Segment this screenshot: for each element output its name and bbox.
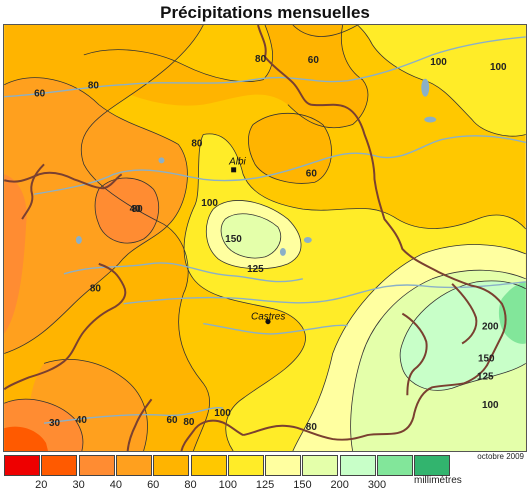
contour-label: 100 bbox=[482, 400, 499, 411]
contour-label: 80 bbox=[132, 204, 144, 215]
contour-label: 80 bbox=[183, 417, 195, 428]
legend-swatch bbox=[4, 455, 40, 476]
band-300 bbox=[498, 281, 526, 344]
contour-label: 60 bbox=[34, 89, 46, 100]
lakes bbox=[75, 78, 437, 256]
borders bbox=[4, 25, 507, 451]
legend-level-label: 60 bbox=[147, 479, 160, 491]
legend-swatch bbox=[414, 455, 451, 476]
contour-label: 40 bbox=[130, 204, 142, 215]
band-60-80-northeast bbox=[296, 32, 333, 81]
contour-label: 80 bbox=[255, 54, 267, 65]
contour-label: 80 bbox=[90, 284, 102, 295]
contour-label: 80 bbox=[88, 81, 100, 92]
contour-label: 60 bbox=[306, 168, 318, 179]
legend-swatch bbox=[377, 455, 413, 476]
legend-level-label: 40 bbox=[109, 479, 123, 491]
band-30-40 bbox=[95, 178, 159, 244]
legend-level-label: 100 bbox=[218, 479, 237, 491]
contour-label: 40 bbox=[76, 415, 88, 426]
color-legend: 20 30 40 60 80 100 125 150 200 300 millimètres bbox=[4, 455, 524, 495]
contour-label: 200 bbox=[482, 322, 499, 333]
band-200-300 bbox=[400, 280, 526, 391]
date-note: octobre 2009 bbox=[477, 452, 524, 461]
band-20-30 bbox=[4, 426, 49, 451]
legend-level-label: 30 bbox=[72, 479, 85, 491]
legend-level-label: 200 bbox=[330, 479, 349, 491]
contour-label: 100 bbox=[214, 408, 231, 419]
contour-label: 125 bbox=[247, 264, 264, 275]
contour-label: 150 bbox=[225, 234, 242, 245]
legend-level-label: 125 bbox=[255, 479, 275, 491]
contour-label: 60 bbox=[166, 415, 178, 426]
legend-swatch bbox=[302, 455, 339, 476]
legend-swatch bbox=[115, 455, 152, 476]
legend-swatch bbox=[190, 455, 227, 476]
city-albi: Albi bbox=[228, 156, 247, 173]
legend-swatch bbox=[41, 455, 78, 476]
contour-label: 60 bbox=[308, 55, 320, 66]
castres-label: Castres bbox=[251, 312, 285, 323]
contour-label: 125 bbox=[477, 371, 494, 382]
contour-labels: 60 80 60 80 60 100 100 80 80 40 80 100 1… bbox=[34, 54, 507, 433]
band-30-40-sw bbox=[4, 174, 27, 334]
city-castres: Castres bbox=[251, 312, 285, 325]
contour-label: 30 bbox=[49, 418, 61, 429]
legend-level-label: 20 bbox=[35, 479, 48, 491]
contour-label: 150 bbox=[478, 353, 495, 364]
legend-swatch bbox=[78, 455, 115, 476]
legend-swatch bbox=[265, 455, 302, 476]
legend-swatch bbox=[227, 455, 264, 476]
castres-circle-marker bbox=[265, 319, 271, 325]
band-60-80-north bbox=[80, 25, 368, 128]
albi-label: Albi bbox=[228, 156, 246, 167]
legend-level-label: 300 bbox=[367, 479, 387, 491]
legend-level-label: 80 bbox=[184, 479, 197, 491]
band-100-125-north bbox=[292, 25, 526, 137]
contour-label: 100 bbox=[201, 198, 218, 209]
precipitation-map: 60 80 60 80 60 100 100 80 80 40 80 100 1… bbox=[3, 24, 527, 452]
contour-label: 100 bbox=[490, 62, 507, 73]
contour-label: 80 bbox=[306, 422, 318, 433]
band-60-80-center bbox=[248, 113, 332, 184]
contour-label: 100 bbox=[430, 57, 447, 68]
albi-square-marker bbox=[231, 167, 237, 173]
legend-unit: millimètres bbox=[414, 475, 462, 486]
map-title: Précipitations mensuelles bbox=[160, 3, 370, 22]
band-150-200 bbox=[221, 213, 281, 259]
contour-label: 80 bbox=[191, 138, 203, 149]
legend-swatch bbox=[339, 455, 376, 476]
legend-level-label: 150 bbox=[293, 479, 312, 491]
legend-swatch bbox=[153, 455, 190, 476]
